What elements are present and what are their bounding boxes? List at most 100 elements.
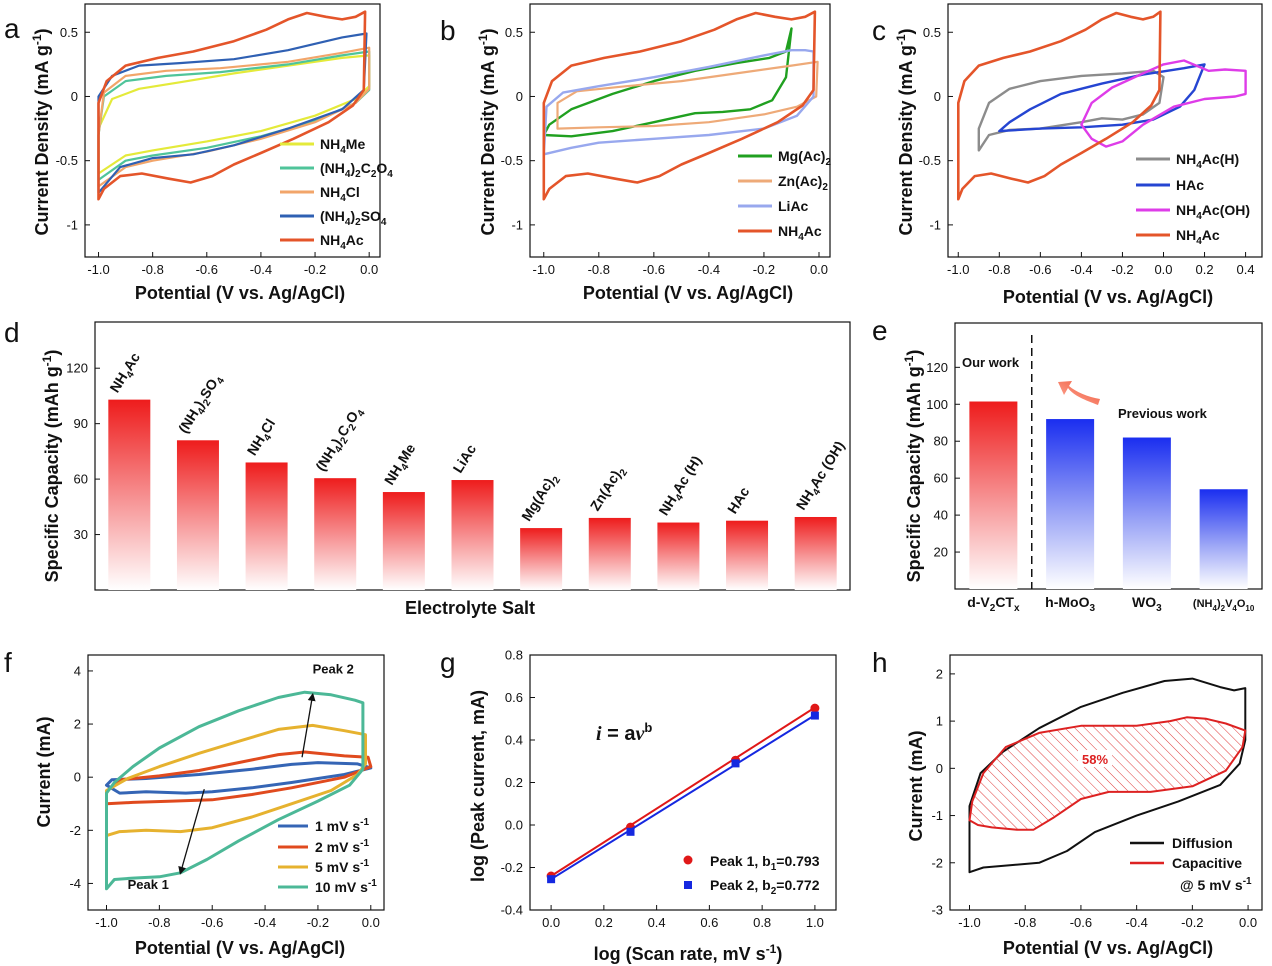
plot-area-f: -1.0 -0.8 -0.6 -0.4 -0.2 0.0 4 2 0 -2 -4 Peak 2 Peak… bbox=[69, 654, 385, 930]
peak-label: Peak 2 bbox=[313, 662, 354, 677]
y-tick-label: 0.0 bbox=[505, 818, 523, 833]
x-tick-label: -0.8 bbox=[988, 262, 1010, 277]
y-label-sup: -1 bbox=[30, 34, 44, 45]
panel-letter-c: c bbox=[872, 15, 886, 46]
legend-label: HAc bbox=[1176, 177, 1204, 193]
cv-curve bbox=[998, 63, 1206, 133]
y-tick-label: 2 bbox=[936, 666, 943, 681]
x-category-label: h-MoO3 bbox=[1045, 594, 1095, 614]
y-label-sup: -1 bbox=[894, 34, 908, 45]
x-label-end: ) bbox=[776, 944, 782, 964]
panel-letter-d: d bbox=[4, 317, 20, 348]
y-tick-label: 40 bbox=[934, 508, 948, 523]
cv-curve bbox=[1080, 59, 1247, 148]
x-tick-label: -0.2 bbox=[753, 262, 775, 277]
x-tick-label: 0.8 bbox=[753, 915, 771, 930]
label-part: LiAc bbox=[449, 441, 479, 475]
panel-b: b Current Density (mA g-1) Potential (V … bbox=[440, 3, 831, 303]
x-tick-label: -1.0 bbox=[95, 915, 117, 930]
x-tick-label: -0.6 bbox=[1070, 915, 1092, 930]
panel-g: g log (Peak current, mA) log (Scan rate,… bbox=[440, 647, 837, 964]
plot-area-h: -1.0 -0.8 -0.6 -0.4 -0.2 0.0 2 1 0 -1 -2 -3 bbox=[931, 654, 1263, 930]
y-tick-label: 0 bbox=[516, 89, 523, 104]
label-part: 4 bbox=[196, 406, 209, 417]
x-tick-label: 0.0 bbox=[360, 262, 378, 277]
legend-sup: -1 bbox=[360, 838, 369, 849]
note-main: @ 5 mV s bbox=[1180, 877, 1243, 893]
panel-letter-e: e bbox=[872, 315, 888, 346]
bar bbox=[588, 517, 631, 590]
y-tick-label: 0.2 bbox=[505, 775, 523, 790]
x-tick-label: -1.0 bbox=[87, 262, 109, 277]
plot-frame-f bbox=[87, 654, 385, 911]
label-part: Ac (H) bbox=[669, 453, 704, 496]
eq-b: b bbox=[644, 720, 652, 735]
legend-sub: 4 bbox=[387, 169, 393, 180]
x-tick-label: -0.4 bbox=[698, 262, 720, 277]
label-part: WO bbox=[1132, 594, 1156, 610]
y-axis-label-d: Specific Capacity (mAh g-1) bbox=[40, 350, 62, 583]
bar bbox=[314, 478, 357, 590]
legend-label: Zn(Ac)2 bbox=[778, 173, 828, 193]
x-tick-label: 0.0 bbox=[1154, 262, 1172, 277]
y-label-main: Specific Capacity (mAh g bbox=[904, 366, 924, 582]
x-axis-label-a: Potential (V vs. Ag/AgCl) bbox=[135, 283, 345, 303]
legend-part: (NH bbox=[320, 160, 345, 176]
legend-part: NH bbox=[320, 232, 340, 248]
x-axis-label-d: Electrolyte Salt bbox=[405, 598, 535, 618]
bar bbox=[1046, 419, 1095, 589]
bar-category-label: NH4Ac (H) bbox=[655, 453, 707, 520]
y-axis-label-b: Current Density (mA g-1) bbox=[476, 28, 498, 235]
x-tick-label: 0.4 bbox=[648, 915, 666, 930]
label-part: V bbox=[1225, 598, 1233, 610]
label-part: 2 bbox=[201, 397, 214, 408]
cv-curve bbox=[957, 10, 1162, 201]
panel-a: a Current Density (mA g-1) Potential (V … bbox=[4, 3, 393, 303]
legend-label: Peak 1, b1=0.793 bbox=[710, 853, 820, 873]
legend-part: Ac bbox=[804, 223, 822, 239]
legend-part: O bbox=[376, 160, 387, 176]
legend-c: NH4Ac(H) HAc NH4Ac(OH) NH4Ac bbox=[1136, 151, 1250, 247]
x-axis-label-f: Potential (V vs. Ag/AgCl) bbox=[135, 938, 345, 958]
y-tick-label: 20 bbox=[934, 545, 948, 560]
x-tick-label: -0.6 bbox=[643, 262, 665, 277]
y-tick-label: 0.6 bbox=[505, 690, 523, 705]
y-label-main: Current Density (mA g bbox=[478, 45, 498, 235]
y-tick-label: 2 bbox=[74, 717, 81, 732]
legend-part: Ac bbox=[346, 232, 364, 248]
previous-work-label: Previous work bbox=[1118, 406, 1208, 421]
legend-sub: 4 bbox=[1196, 160, 1202, 171]
legend-part: LiAc bbox=[778, 198, 809, 214]
legend-marker bbox=[683, 855, 693, 865]
label-part: Zn(Ac) bbox=[587, 467, 624, 513]
y-tick-label: 60 bbox=[74, 472, 88, 487]
x-tick-label: -0.2 bbox=[1181, 915, 1203, 930]
legend-part: Peak 2, b bbox=[710, 877, 771, 893]
legend-part: Ac bbox=[1202, 227, 1220, 243]
plot-frame-b bbox=[529, 3, 831, 258]
scan-rate-note: @ 5 mV s-1 bbox=[1180, 876, 1252, 893]
y-tick-label: 0.5 bbox=[60, 25, 78, 40]
legend-sub: 2 bbox=[371, 169, 377, 180]
legend-label: 10 mV s-1 bbox=[315, 878, 377, 895]
label-part: ) bbox=[1217, 598, 1221, 610]
y-tick-label: 30 bbox=[74, 527, 88, 542]
diffusion-curve bbox=[968, 677, 1247, 874]
label-part: 2 bbox=[338, 435, 351, 446]
y-tick-label: 80 bbox=[934, 434, 948, 449]
label-part: 4 bbox=[811, 487, 824, 498]
x-tick-label: -0.2 bbox=[307, 915, 329, 930]
panel-c: c Current Density (mA g-1) Potential (V … bbox=[872, 3, 1263, 307]
bar bbox=[108, 399, 151, 590]
plot-area-c: -1.0 -0.8 -0.6 -0.4 -0.2 0.0 0.2 0.4 0.5 0 -0.5 -1 bbox=[919, 3, 1263, 277]
legend-label: NH4Cl bbox=[320, 184, 360, 204]
legend-label: NH4Ac bbox=[1176, 227, 1220, 247]
data-point bbox=[626, 827, 635, 836]
x-label-sup: -1 bbox=[766, 942, 777, 956]
legend-sub: 2 bbox=[822, 182, 828, 193]
legend-part: NH bbox=[1176, 202, 1196, 218]
plot-area-g: 0.0 0.2 0.4 0.6 0.8 1.0 0.8 0.6 0.4 0.2 0.0 -0.2 -0.… bbox=[501, 648, 837, 930]
plot-area-b: -1.0 -0.8 -0.6 -0.4 -0.2 0.0 0.5 0 -0.5 -1 bbox=[501, 3, 831, 277]
legend-part: 1 mV s bbox=[315, 818, 360, 834]
